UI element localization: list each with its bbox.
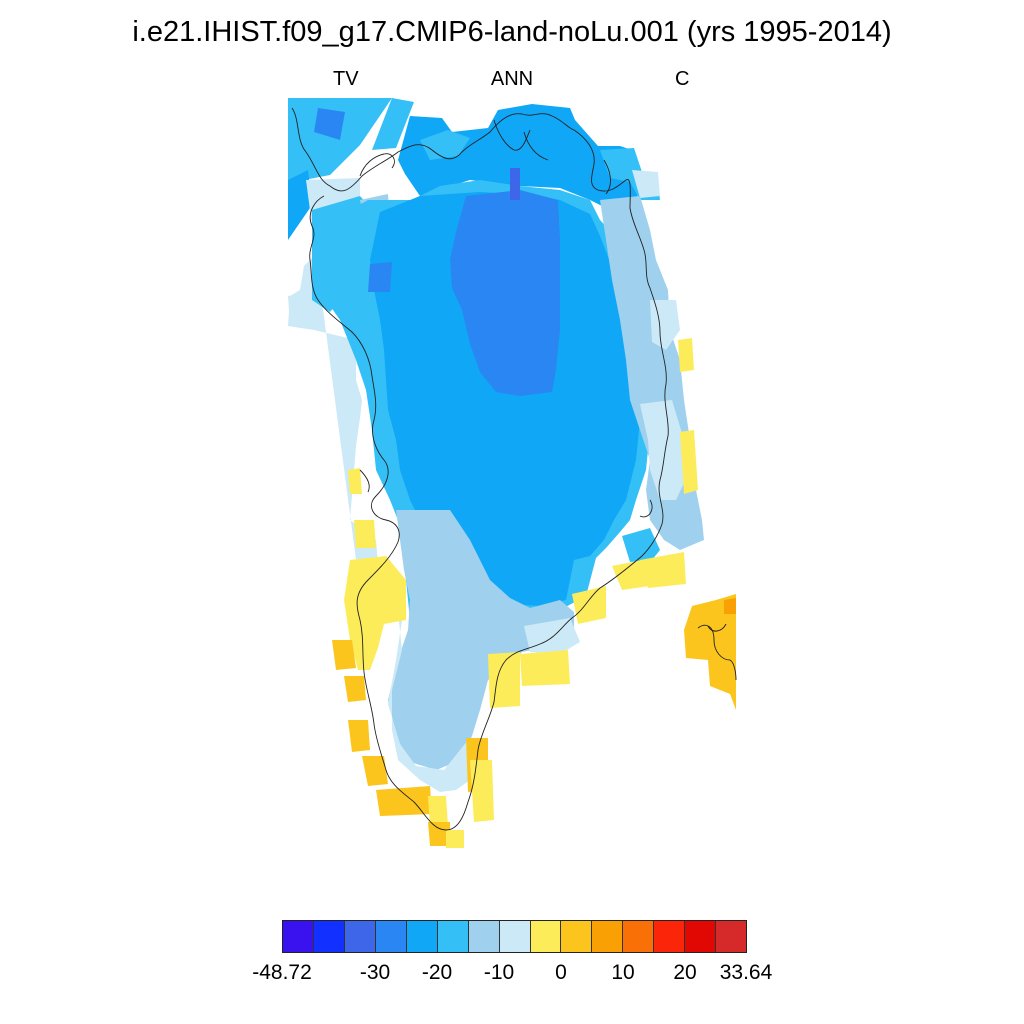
legend-tick: -30 xyxy=(359,961,391,984)
legend-swatch xyxy=(685,921,717,952)
legend-swatch xyxy=(375,921,407,952)
legend-tick-min: -48.72 xyxy=(252,961,312,984)
units-label: C xyxy=(675,68,690,90)
season-label: ANN xyxy=(490,68,534,90)
legend-swatch xyxy=(499,921,531,952)
legend-swatch xyxy=(561,921,593,952)
color-legend-bar xyxy=(282,920,747,953)
legend-swatch xyxy=(468,921,500,952)
legend-swatch xyxy=(716,921,747,952)
legend-tick: 10 xyxy=(611,961,635,984)
coastline xyxy=(291,107,737,831)
legend-tick-max: 33.64 xyxy=(719,961,773,984)
legend-swatch xyxy=(437,921,469,952)
legend-swatch xyxy=(344,921,376,952)
legend-tick: -20 xyxy=(421,961,453,984)
legend-swatch xyxy=(654,921,686,952)
legend-swatch xyxy=(530,921,562,952)
map-region-interior xyxy=(320,168,664,770)
map-region-warm-coast xyxy=(332,338,698,848)
legend-tick: -10 xyxy=(483,961,515,984)
legend-swatch xyxy=(592,921,624,952)
map-region-iceland xyxy=(684,594,736,710)
legend-tick: 0 xyxy=(555,961,567,984)
plot-title: i.e21.IHIST.f09_g17.CMIP6-land-noLu.001 … xyxy=(132,16,892,48)
legend-tick: 20 xyxy=(673,961,697,984)
legend-swatch xyxy=(283,921,314,952)
legend-swatch xyxy=(623,921,655,952)
variable-label: TV xyxy=(333,68,359,90)
legend-swatch xyxy=(406,921,438,952)
legend-swatch xyxy=(313,921,345,952)
